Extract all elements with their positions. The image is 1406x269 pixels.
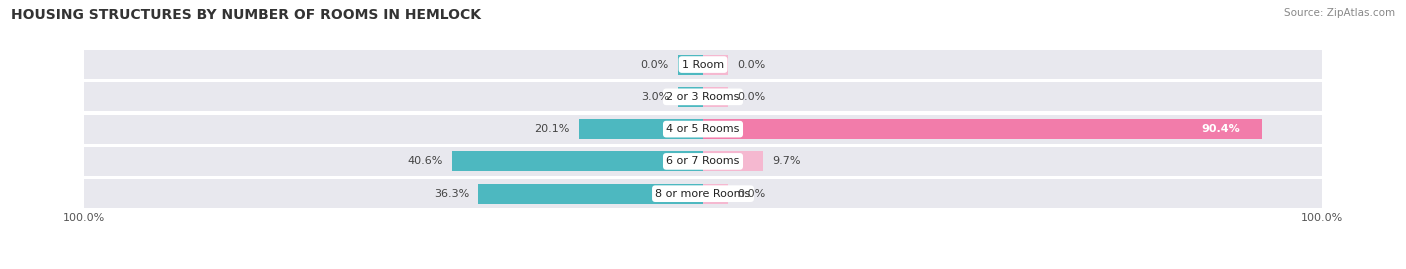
- Bar: [84, 179, 1322, 208]
- Text: 2 or 3 Rooms: 2 or 3 Rooms: [666, 92, 740, 102]
- Text: 3.0%: 3.0%: [641, 92, 669, 102]
- Text: 0.0%: 0.0%: [737, 59, 765, 70]
- Bar: [678, 87, 703, 107]
- Bar: [703, 184, 728, 204]
- Text: 20.1%: 20.1%: [534, 124, 569, 134]
- Legend: Owner-occupied, Renter-occupied: Owner-occupied, Renter-occupied: [572, 266, 834, 269]
- Text: 0.0%: 0.0%: [737, 189, 765, 199]
- Bar: [84, 115, 1322, 144]
- Text: 40.6%: 40.6%: [408, 156, 443, 167]
- Text: 36.3%: 36.3%: [434, 189, 470, 199]
- Text: 0.0%: 0.0%: [737, 92, 765, 102]
- Text: 6 or 7 Rooms: 6 or 7 Rooms: [666, 156, 740, 167]
- Bar: [84, 147, 1322, 176]
- Text: 9.7%: 9.7%: [772, 156, 801, 167]
- Text: 4 or 5 Rooms: 4 or 5 Rooms: [666, 124, 740, 134]
- Text: 0.0%: 0.0%: [641, 59, 669, 70]
- Text: HOUSING STRUCTURES BY NUMBER OF ROOMS IN HEMLOCK: HOUSING STRUCTURES BY NUMBER OF ROOMS IN…: [11, 8, 481, 22]
- Bar: [478, 184, 703, 204]
- Bar: [703, 151, 763, 171]
- Text: 8 or more Rooms: 8 or more Rooms: [655, 189, 751, 199]
- Text: 90.4%: 90.4%: [1202, 124, 1240, 134]
- Bar: [703, 119, 1263, 139]
- Text: 1 Room: 1 Room: [682, 59, 724, 70]
- Bar: [703, 87, 728, 107]
- Bar: [451, 151, 703, 171]
- Text: Source: ZipAtlas.com: Source: ZipAtlas.com: [1284, 8, 1395, 18]
- Bar: [703, 55, 728, 75]
- Bar: [84, 82, 1322, 111]
- Bar: [678, 55, 703, 75]
- Bar: [84, 50, 1322, 79]
- Bar: [579, 119, 703, 139]
